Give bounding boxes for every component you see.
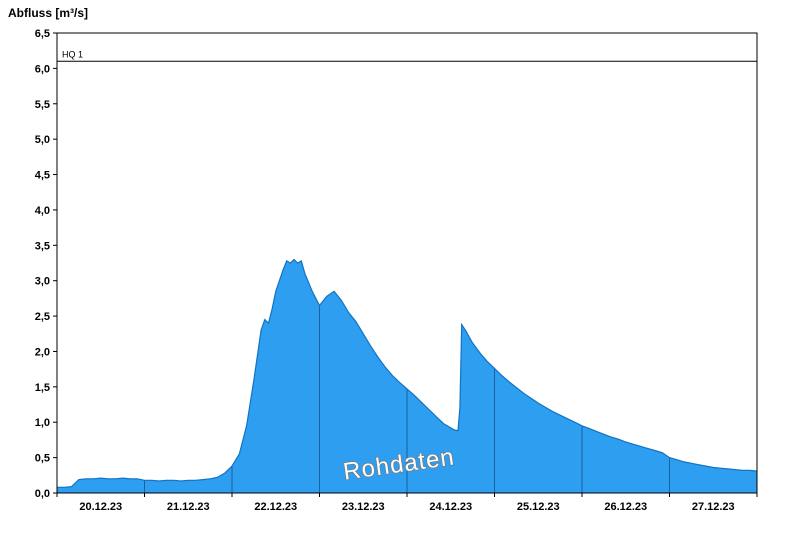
y-tick-label: 2,0: [35, 346, 50, 358]
series-line: [57, 258, 758, 488]
y-tick-label: 3,5: [35, 240, 50, 252]
y-tick-label: 0,5: [35, 453, 50, 465]
x-tick-label: 24.12.23: [429, 501, 472, 513]
y-tick-label: 1,5: [35, 382, 50, 394]
x-axis: 20.12.23 21.12.23 22.12.23 23.12.23 24.12.23…: [56, 493, 758, 513]
y-tick-label: 6,0: [35, 63, 50, 75]
y-tick-label: 6,5: [35, 28, 50, 40]
x-tick-label: 20.12.23: [79, 501, 122, 513]
y-tick-label: 2,5: [35, 311, 50, 323]
x-tick-label: 26.12.23: [604, 501, 647, 513]
y-tick-label: 4,5: [35, 170, 50, 182]
hq-threshold-label: HQ 1: [62, 49, 83, 59]
x-tick-label: 22.12.23: [254, 501, 297, 513]
y-tick-label: 0,0: [35, 488, 50, 500]
y-axis: 0,0 0,5 1,0 1,5 2,0 2,5 3,0 3,5 4,0 4,5 5,0 5,5 6,0 6…: [35, 28, 57, 500]
x-tick-label: 21.12.23: [167, 501, 210, 513]
chart-title: Abfluss [m³/s]: [8, 6, 89, 20]
y-tick-label: 3,0: [35, 276, 50, 288]
y-tick-label: 4,0: [35, 205, 50, 217]
day-gridlines: [144, 259, 670, 493]
x-tick-label: 25.12.23: [517, 501, 560, 513]
y-tick-label: 1,0: [35, 417, 50, 429]
y-tick-label: 5,0: [35, 134, 50, 146]
x-tick-label: 27.12.23: [692, 501, 735, 513]
x-tick-label: 23.12.23: [342, 501, 385, 513]
y-tick-label: 5,5: [35, 99, 50, 111]
